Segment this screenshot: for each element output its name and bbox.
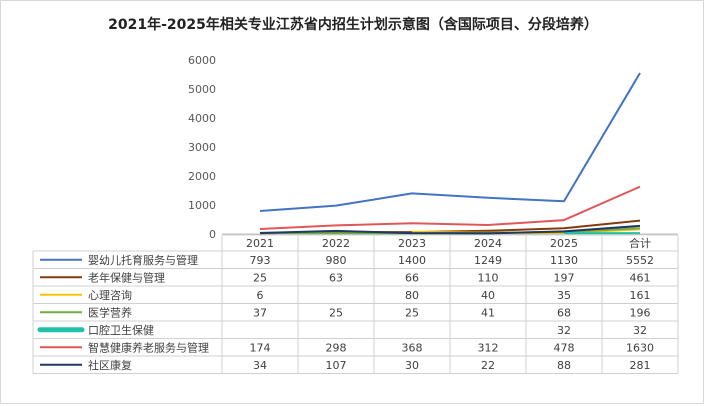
data-label-0-5: 5552 bbox=[626, 254, 654, 267]
legend-label-1: 老年保健与管理 bbox=[88, 270, 165, 284]
legend-label-0: 婴幼儿托育服务与管理 bbox=[88, 253, 198, 267]
data-label-2-3: 40 bbox=[481, 289, 495, 302]
data-label-6-2: 30 bbox=[405, 359, 419, 372]
data-label-1-0: 25 bbox=[253, 271, 267, 284]
series-line-0-0 bbox=[259, 72, 641, 212]
data-label-3-5: 196 bbox=[630, 306, 651, 319]
x-category-label-2: 2023 bbox=[398, 237, 426, 250]
y-tick-label-3: 3000 bbox=[188, 141, 216, 154]
legend-label-5: 智慧健康养老服务与管理 bbox=[88, 340, 209, 354]
y-tick-label-0: 0 bbox=[209, 228, 216, 241]
data-label-5-4: 478 bbox=[554, 341, 575, 354]
data-label-0-1: 980 bbox=[326, 254, 347, 267]
data-label-5-0: 174 bbox=[250, 341, 271, 354]
data-label-0-2: 1400 bbox=[398, 254, 426, 267]
data-label-0-3: 1249 bbox=[474, 254, 502, 267]
data-label-1-2: 66 bbox=[405, 271, 419, 284]
y-tick-label-5: 5000 bbox=[188, 83, 216, 96]
data-label-2-5: 161 bbox=[630, 289, 651, 302]
data-label-5-2: 368 bbox=[402, 341, 423, 354]
data-label-3-1: 25 bbox=[329, 306, 343, 319]
data-label-6-5: 281 bbox=[630, 359, 651, 372]
data-label-2-0: 6 bbox=[257, 289, 264, 302]
data-label-5-3: 312 bbox=[478, 341, 499, 354]
x-category-label-3: 2024 bbox=[474, 237, 502, 250]
data-label-3-0: 37 bbox=[253, 306, 267, 319]
data-label-1-3: 110 bbox=[478, 271, 499, 284]
data-label-6-0: 34 bbox=[253, 359, 267, 372]
data-label-0-4: 1130 bbox=[550, 254, 578, 267]
data-label-1-5: 461 bbox=[630, 271, 651, 284]
data-label-3-4: 68 bbox=[557, 306, 571, 319]
data-label-1-4: 197 bbox=[554, 271, 575, 284]
legend-label-2: 心理咨询 bbox=[88, 288, 132, 302]
data-label-4-5: 32 bbox=[633, 324, 647, 337]
legend-label-6: 社区康复 bbox=[88, 358, 132, 372]
legend-label-4: 口腔卫生保健 bbox=[88, 323, 154, 337]
y-tick-label-4: 4000 bbox=[188, 112, 216, 125]
legend-label-3: 医学营养 bbox=[88, 305, 132, 319]
data-label-5-5: 1630 bbox=[626, 341, 654, 354]
data-label-6-4: 88 bbox=[557, 359, 571, 372]
y-tick-label-6: 6000 bbox=[188, 54, 216, 67]
x-category-label-0: 2021 bbox=[246, 237, 274, 250]
data-label-1-1: 63 bbox=[329, 271, 343, 284]
data-label-3-2: 25 bbox=[405, 306, 419, 319]
x-category-label-5: 合计 bbox=[629, 236, 651, 250]
data-label-3-3: 41 bbox=[481, 306, 495, 319]
chart-title: 2021年-2025年相关专业江苏省内招生计划示意图（含国际项目、分段培养） bbox=[108, 17, 598, 33]
data-label-2-4: 35 bbox=[557, 289, 571, 302]
y-tick-label-1: 1000 bbox=[188, 199, 216, 212]
data-label-5-1: 298 bbox=[326, 341, 347, 354]
data-label-6-1: 107 bbox=[326, 359, 347, 372]
series-line-5-0 bbox=[259, 185, 641, 230]
y-tick-label-2: 2000 bbox=[188, 170, 216, 183]
data-label-2-2: 80 bbox=[405, 289, 419, 302]
data-label-4-4: 32 bbox=[557, 324, 571, 337]
x-category-label-1: 2022 bbox=[322, 237, 350, 250]
series-line-6-0 bbox=[259, 224, 641, 235]
x-category-label-4: 2025 bbox=[550, 237, 578, 250]
data-label-0-0: 793 bbox=[250, 254, 271, 267]
data-label-6-3: 22 bbox=[481, 359, 495, 372]
